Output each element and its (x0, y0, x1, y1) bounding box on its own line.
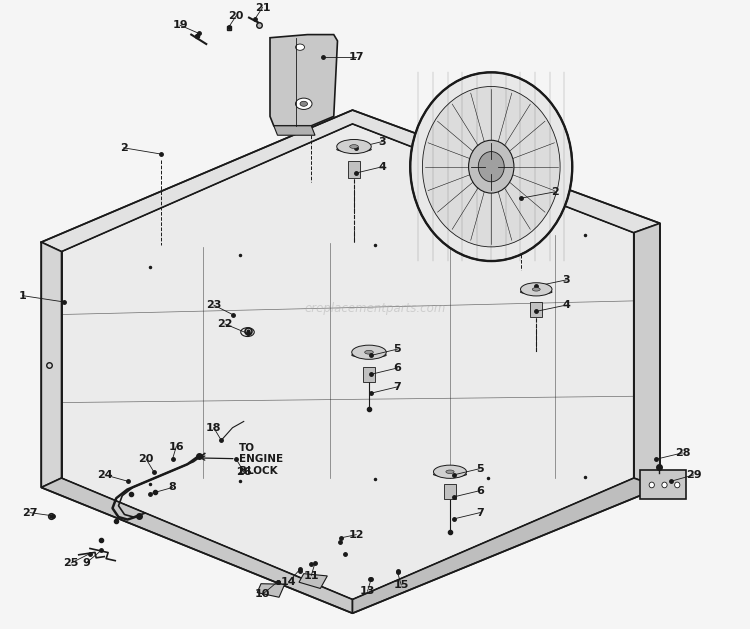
Text: 26: 26 (236, 467, 251, 477)
Text: ereplacementparts.com: ereplacementparts.com (304, 302, 446, 314)
Text: 19: 19 (172, 20, 188, 30)
Text: 11: 11 (304, 571, 319, 581)
Polygon shape (62, 124, 634, 599)
Ellipse shape (520, 283, 552, 296)
Ellipse shape (520, 290, 552, 294)
Polygon shape (299, 574, 327, 589)
Text: 4: 4 (379, 162, 386, 172)
Ellipse shape (296, 44, 304, 50)
Text: 4: 4 (562, 300, 570, 310)
FancyBboxPatch shape (444, 484, 456, 499)
Ellipse shape (410, 72, 572, 261)
Text: 18: 18 (206, 423, 221, 433)
Text: 3: 3 (379, 136, 386, 147)
Text: 17: 17 (349, 52, 364, 62)
FancyBboxPatch shape (348, 161, 360, 179)
Ellipse shape (649, 482, 654, 488)
Text: 8: 8 (169, 482, 176, 493)
Text: 16: 16 (169, 442, 184, 452)
Text: 2: 2 (120, 143, 128, 153)
Text: 7: 7 (476, 508, 484, 518)
Polygon shape (41, 242, 62, 487)
Text: 20: 20 (229, 11, 244, 21)
Text: 7: 7 (394, 382, 401, 392)
Ellipse shape (469, 140, 514, 193)
Text: 24: 24 (98, 470, 112, 480)
Text: 2: 2 (551, 187, 559, 197)
Ellipse shape (300, 101, 307, 106)
Text: 29: 29 (686, 470, 701, 480)
Text: 20: 20 (139, 454, 154, 464)
Text: 27: 27 (22, 508, 38, 518)
Ellipse shape (350, 145, 358, 148)
Ellipse shape (433, 465, 466, 478)
Text: 1: 1 (19, 291, 26, 301)
Ellipse shape (422, 86, 560, 247)
Text: 13: 13 (360, 586, 375, 596)
Text: 5: 5 (476, 464, 484, 474)
Text: 6: 6 (394, 363, 401, 373)
Polygon shape (352, 478, 660, 613)
FancyBboxPatch shape (640, 470, 686, 499)
Polygon shape (41, 110, 660, 252)
Ellipse shape (675, 482, 680, 488)
Ellipse shape (532, 287, 540, 291)
Text: 12: 12 (349, 530, 364, 540)
Text: 28: 28 (675, 448, 690, 458)
Ellipse shape (352, 353, 386, 357)
Ellipse shape (337, 140, 371, 153)
Ellipse shape (352, 345, 386, 359)
Text: 22: 22 (217, 319, 232, 329)
Polygon shape (634, 223, 660, 487)
Text: 15: 15 (394, 580, 409, 590)
Text: 6: 6 (476, 486, 484, 496)
Ellipse shape (337, 147, 371, 152)
FancyBboxPatch shape (363, 367, 375, 382)
Text: 23: 23 (206, 300, 221, 310)
Text: 5: 5 (394, 344, 401, 354)
Polygon shape (274, 126, 315, 135)
Ellipse shape (662, 482, 668, 488)
Text: 9: 9 (82, 558, 90, 568)
Polygon shape (41, 478, 352, 613)
Text: 10: 10 (255, 589, 270, 599)
Polygon shape (257, 584, 285, 598)
Text: 25: 25 (64, 558, 79, 568)
Ellipse shape (364, 350, 374, 354)
Text: 21: 21 (255, 3, 270, 13)
Polygon shape (270, 35, 338, 126)
Ellipse shape (446, 470, 454, 474)
Text: 14: 14 (281, 577, 296, 587)
Ellipse shape (433, 472, 466, 477)
Text: TO
ENGINE
BLOCK: TO ENGINE BLOCK (201, 443, 283, 476)
Text: 3: 3 (562, 275, 570, 285)
FancyBboxPatch shape (530, 302, 542, 317)
Ellipse shape (478, 152, 504, 182)
Ellipse shape (296, 98, 312, 109)
